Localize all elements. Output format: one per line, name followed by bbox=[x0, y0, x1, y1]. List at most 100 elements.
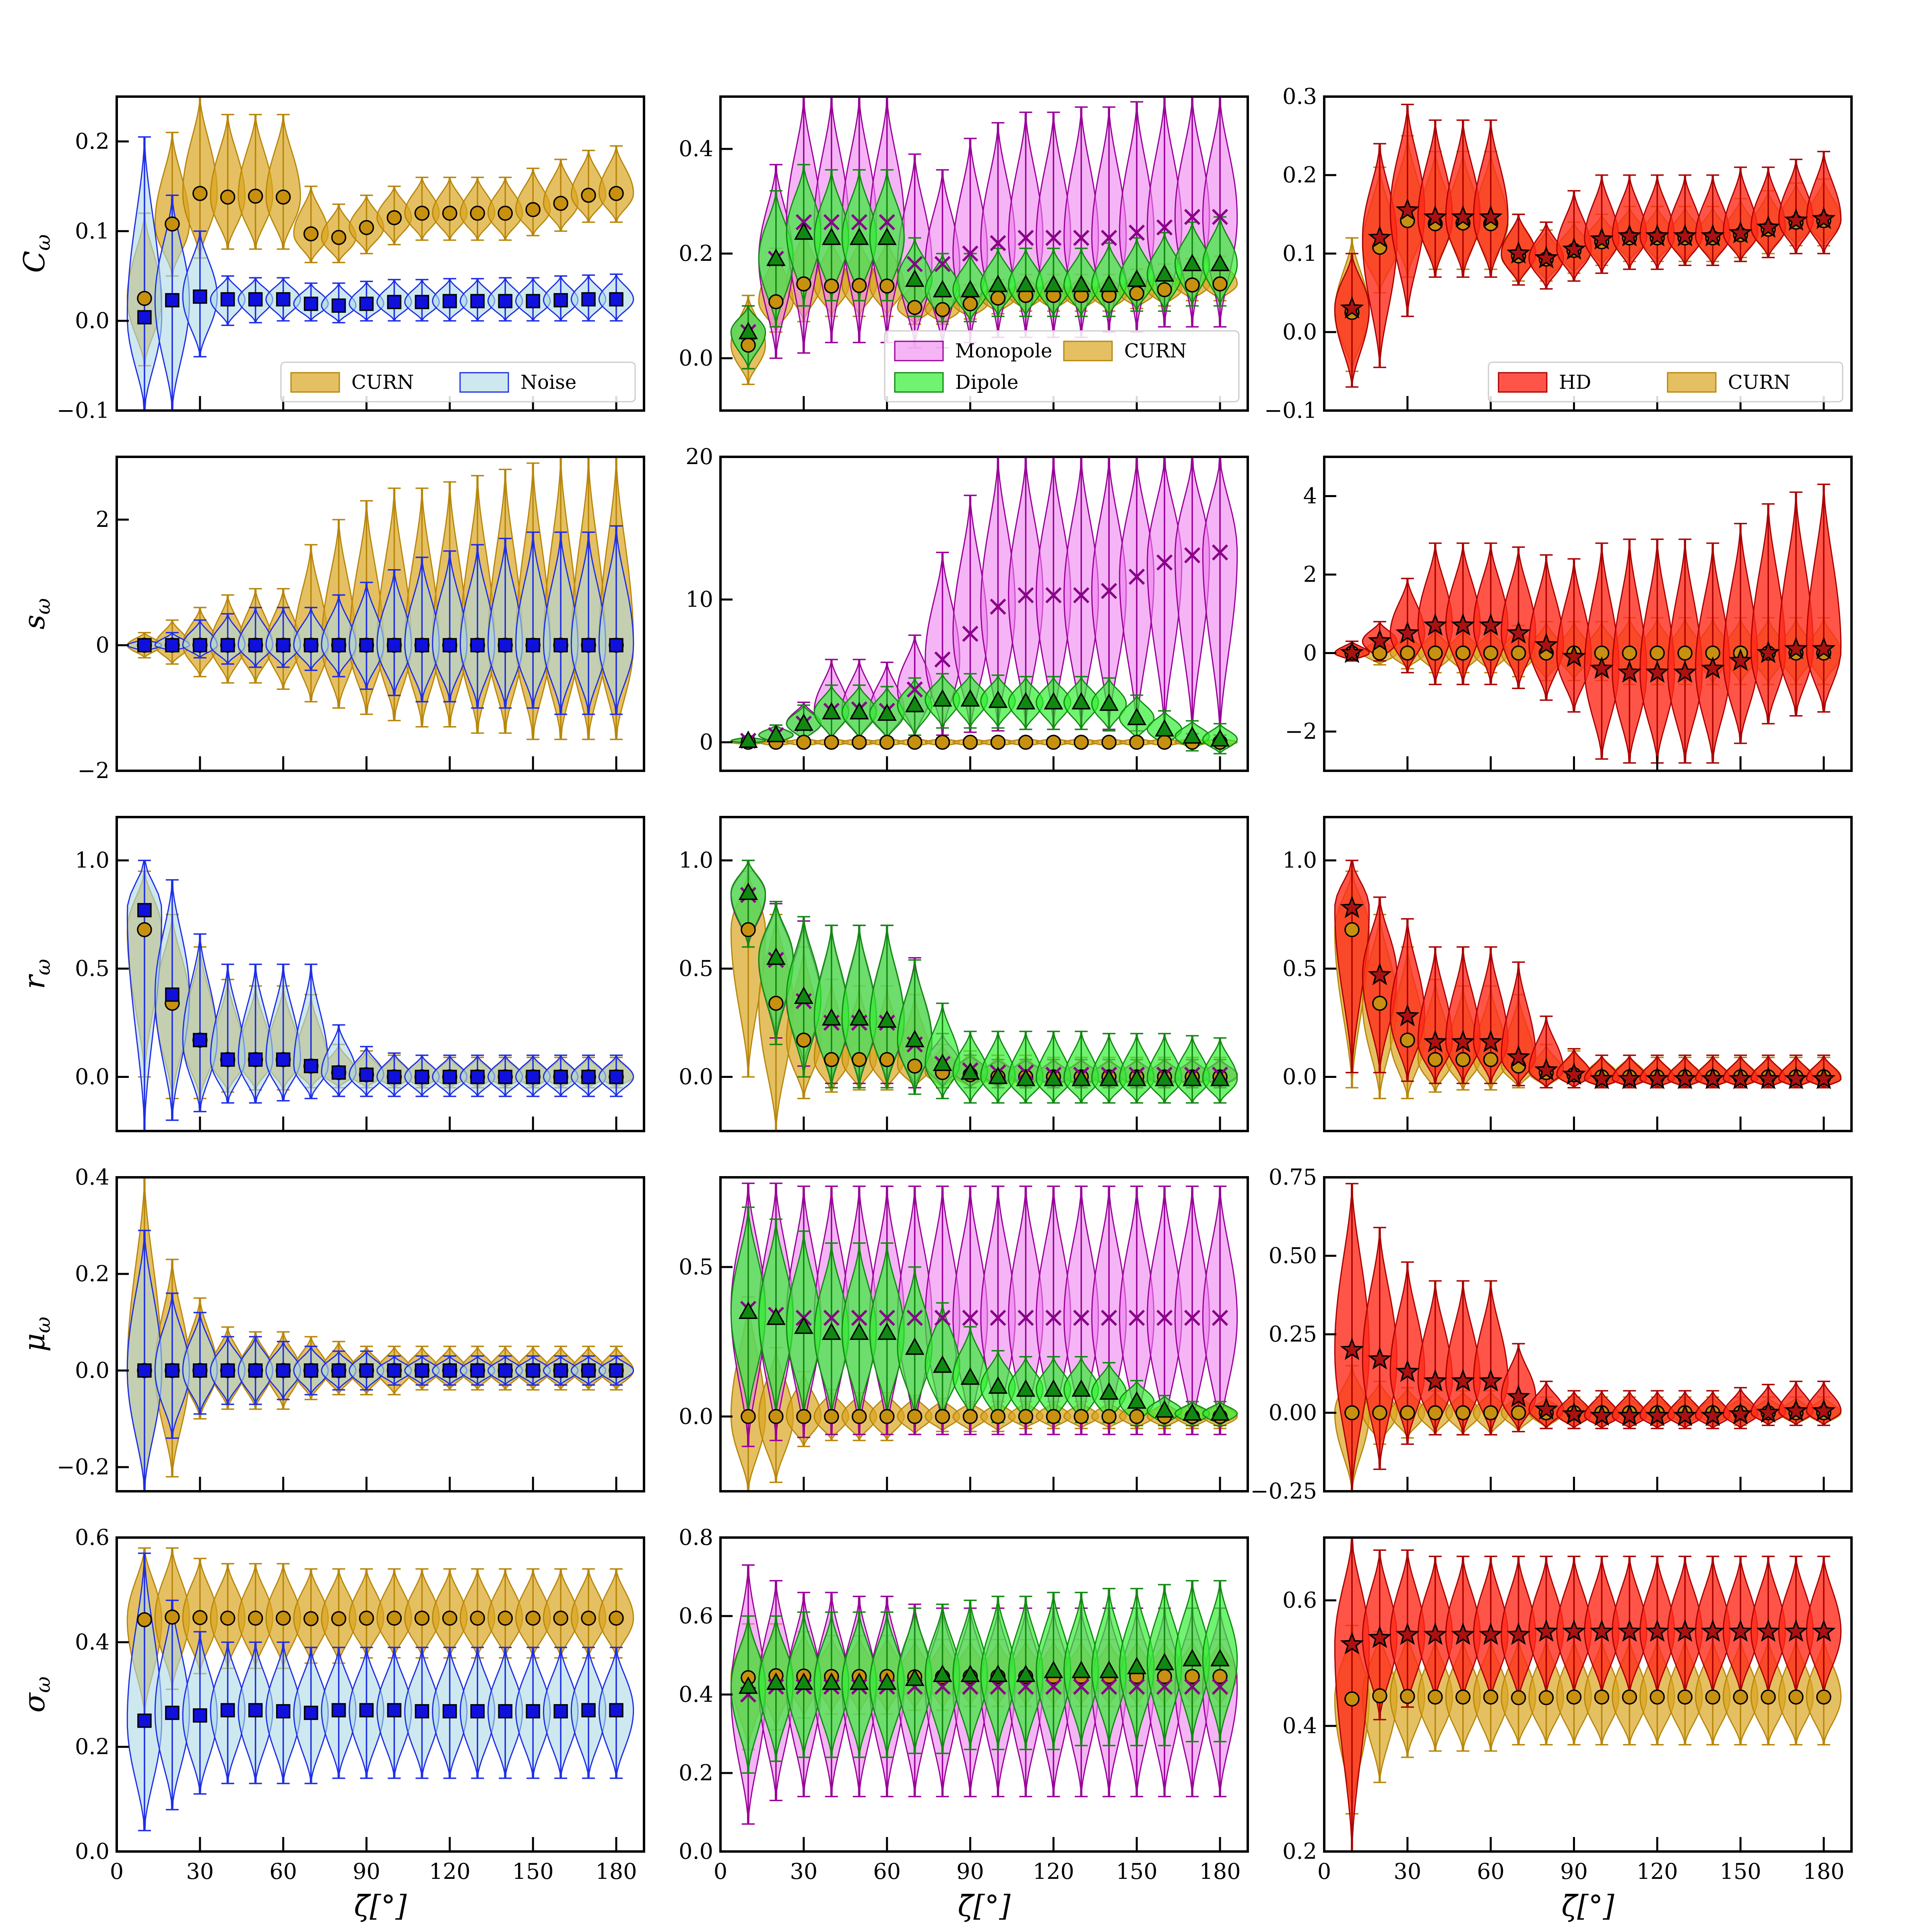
marker-dipole bbox=[1044, 1379, 1063, 1397]
panel-r1-c3: −0.1 0.0 0.1 0.2 0.3 bbox=[1264, 84, 1853, 423]
marker-curn bbox=[907, 1409, 923, 1424]
marker-noise bbox=[442, 294, 457, 308]
marker-noise bbox=[526, 1704, 540, 1719]
marker-curn bbox=[796, 735, 811, 750]
marker-noise bbox=[415, 1704, 429, 1719]
panel-r5-c2: 0 30 60 90 120 150 180 0.0 0.2 0.4 0.6 0.8 ζ̄[°] bbox=[679, 1525, 1249, 1923]
x-tick-label: 60 bbox=[873, 1859, 901, 1884]
legend-label-hd: HD bbox=[1559, 371, 1591, 394]
marker-curn bbox=[824, 1052, 839, 1067]
panel-frame bbox=[116, 1536, 645, 1853]
marker-noise bbox=[193, 289, 207, 304]
marker-hd bbox=[1451, 613, 1475, 636]
marker-hd bbox=[1562, 237, 1586, 260]
plot-area bbox=[1334, 1183, 1842, 1491]
marker-dipole bbox=[1044, 1069, 1063, 1086]
marker-dipole bbox=[905, 1337, 925, 1355]
marker-curn bbox=[1511, 1405, 1526, 1420]
marker-dipole bbox=[905, 269, 925, 287]
marker-hd bbox=[1423, 613, 1447, 636]
marker-monopole bbox=[1045, 1678, 1062, 1695]
marker-curn bbox=[824, 1409, 839, 1424]
marker-curn bbox=[879, 1409, 895, 1424]
marker-hd bbox=[1451, 205, 1475, 228]
y-tick-label: −0.1 bbox=[57, 398, 109, 423]
markers-hd bbox=[1340, 1338, 1836, 1426]
marker-curn bbox=[525, 202, 541, 217]
marker-dipole bbox=[933, 1355, 952, 1373]
marker-noise bbox=[387, 1069, 402, 1084]
marker-hd bbox=[1784, 1066, 1808, 1089]
marker-noise bbox=[248, 292, 263, 307]
marker-dipole bbox=[1016, 1379, 1036, 1397]
marker-dipole bbox=[1044, 275, 1063, 292]
x-tick-label: 180 bbox=[1803, 1859, 1845, 1884]
marker-monopole bbox=[1212, 208, 1228, 225]
marker-hd bbox=[1756, 215, 1780, 238]
marker-curn bbox=[1157, 282, 1172, 297]
series-dipole bbox=[730, 1206, 1238, 1426]
marker-dipole bbox=[1016, 692, 1036, 710]
marker-dipole bbox=[1127, 1657, 1147, 1674]
marker-noise bbox=[165, 638, 180, 652]
marker-noise bbox=[193, 638, 207, 652]
marker-monopole bbox=[1156, 1678, 1173, 1695]
panel-frame bbox=[116, 95, 645, 412]
marker-noise bbox=[609, 1069, 623, 1084]
y-tick-label: 0.2 bbox=[679, 1760, 713, 1785]
marker-monopole bbox=[962, 1310, 978, 1326]
marker-noise bbox=[498, 294, 513, 308]
marker-curn bbox=[1483, 645, 1499, 661]
marker-curn bbox=[1483, 1689, 1499, 1705]
marker-hd bbox=[1617, 224, 1641, 247]
marker-dipole bbox=[1071, 275, 1091, 292]
y-tick-label: 0.2 bbox=[1282, 162, 1317, 188]
marker-curn bbox=[1157, 735, 1172, 750]
marker-curn bbox=[303, 1611, 319, 1627]
panel-r2-c3: −2 0 2 4 bbox=[1285, 456, 1853, 772]
marker-noise bbox=[165, 1363, 180, 1378]
y-tick-label: 0.0 bbox=[679, 1404, 713, 1429]
marker-curn bbox=[1428, 645, 1443, 661]
marker-monopole bbox=[962, 625, 978, 642]
marker-noise bbox=[193, 1033, 207, 1047]
marker-curn bbox=[248, 1610, 263, 1626]
marker-noise bbox=[498, 1704, 513, 1719]
y-tick-label: 0.0 bbox=[679, 1064, 713, 1090]
marker-noise bbox=[498, 1363, 513, 1378]
marker-monopole bbox=[851, 1310, 867, 1326]
marker-curn bbox=[386, 210, 402, 225]
y-tick-label: 0.2 bbox=[1282, 1839, 1317, 1864]
marker-curn bbox=[581, 1610, 596, 1626]
marker-curn bbox=[1344, 1691, 1360, 1707]
x-tick-label: 90 bbox=[353, 1859, 380, 1884]
marker-curn bbox=[1046, 735, 1061, 750]
marker-hd bbox=[1645, 224, 1669, 247]
marker-curn bbox=[1455, 1405, 1471, 1420]
marker-noise bbox=[609, 1363, 623, 1378]
marker-curn bbox=[497, 1610, 513, 1626]
y-tick-label: 0.0 bbox=[75, 1358, 109, 1383]
marker-noise bbox=[193, 1708, 207, 1723]
marker-dipole bbox=[1016, 1069, 1036, 1086]
panel-frame bbox=[719, 1176, 1249, 1492]
marker-hd bbox=[1728, 648, 1752, 671]
x-tick-label: 0 bbox=[110, 1859, 124, 1884]
marker-curn bbox=[851, 1409, 867, 1424]
marker-hd bbox=[1728, 221, 1752, 244]
marker-hd bbox=[1395, 1003, 1420, 1026]
marker-curn bbox=[497, 205, 513, 221]
y-tick-label: 1.0 bbox=[1282, 848, 1317, 873]
marker-monopole bbox=[1073, 229, 1090, 246]
x-tick-label: 30 bbox=[1393, 1859, 1421, 1884]
marker-dipole bbox=[738, 322, 758, 339]
marker-hd bbox=[1507, 1385, 1531, 1408]
marker-monopole bbox=[795, 214, 812, 231]
x-tick-label: 0 bbox=[714, 1859, 727, 1884]
marker-curn bbox=[962, 1409, 978, 1424]
marker-hd bbox=[1756, 1619, 1780, 1642]
marker-monopole bbox=[1129, 568, 1145, 585]
marker-noise bbox=[331, 1363, 346, 1378]
marker-noise bbox=[221, 638, 235, 652]
marker-dipole bbox=[1155, 1400, 1174, 1418]
